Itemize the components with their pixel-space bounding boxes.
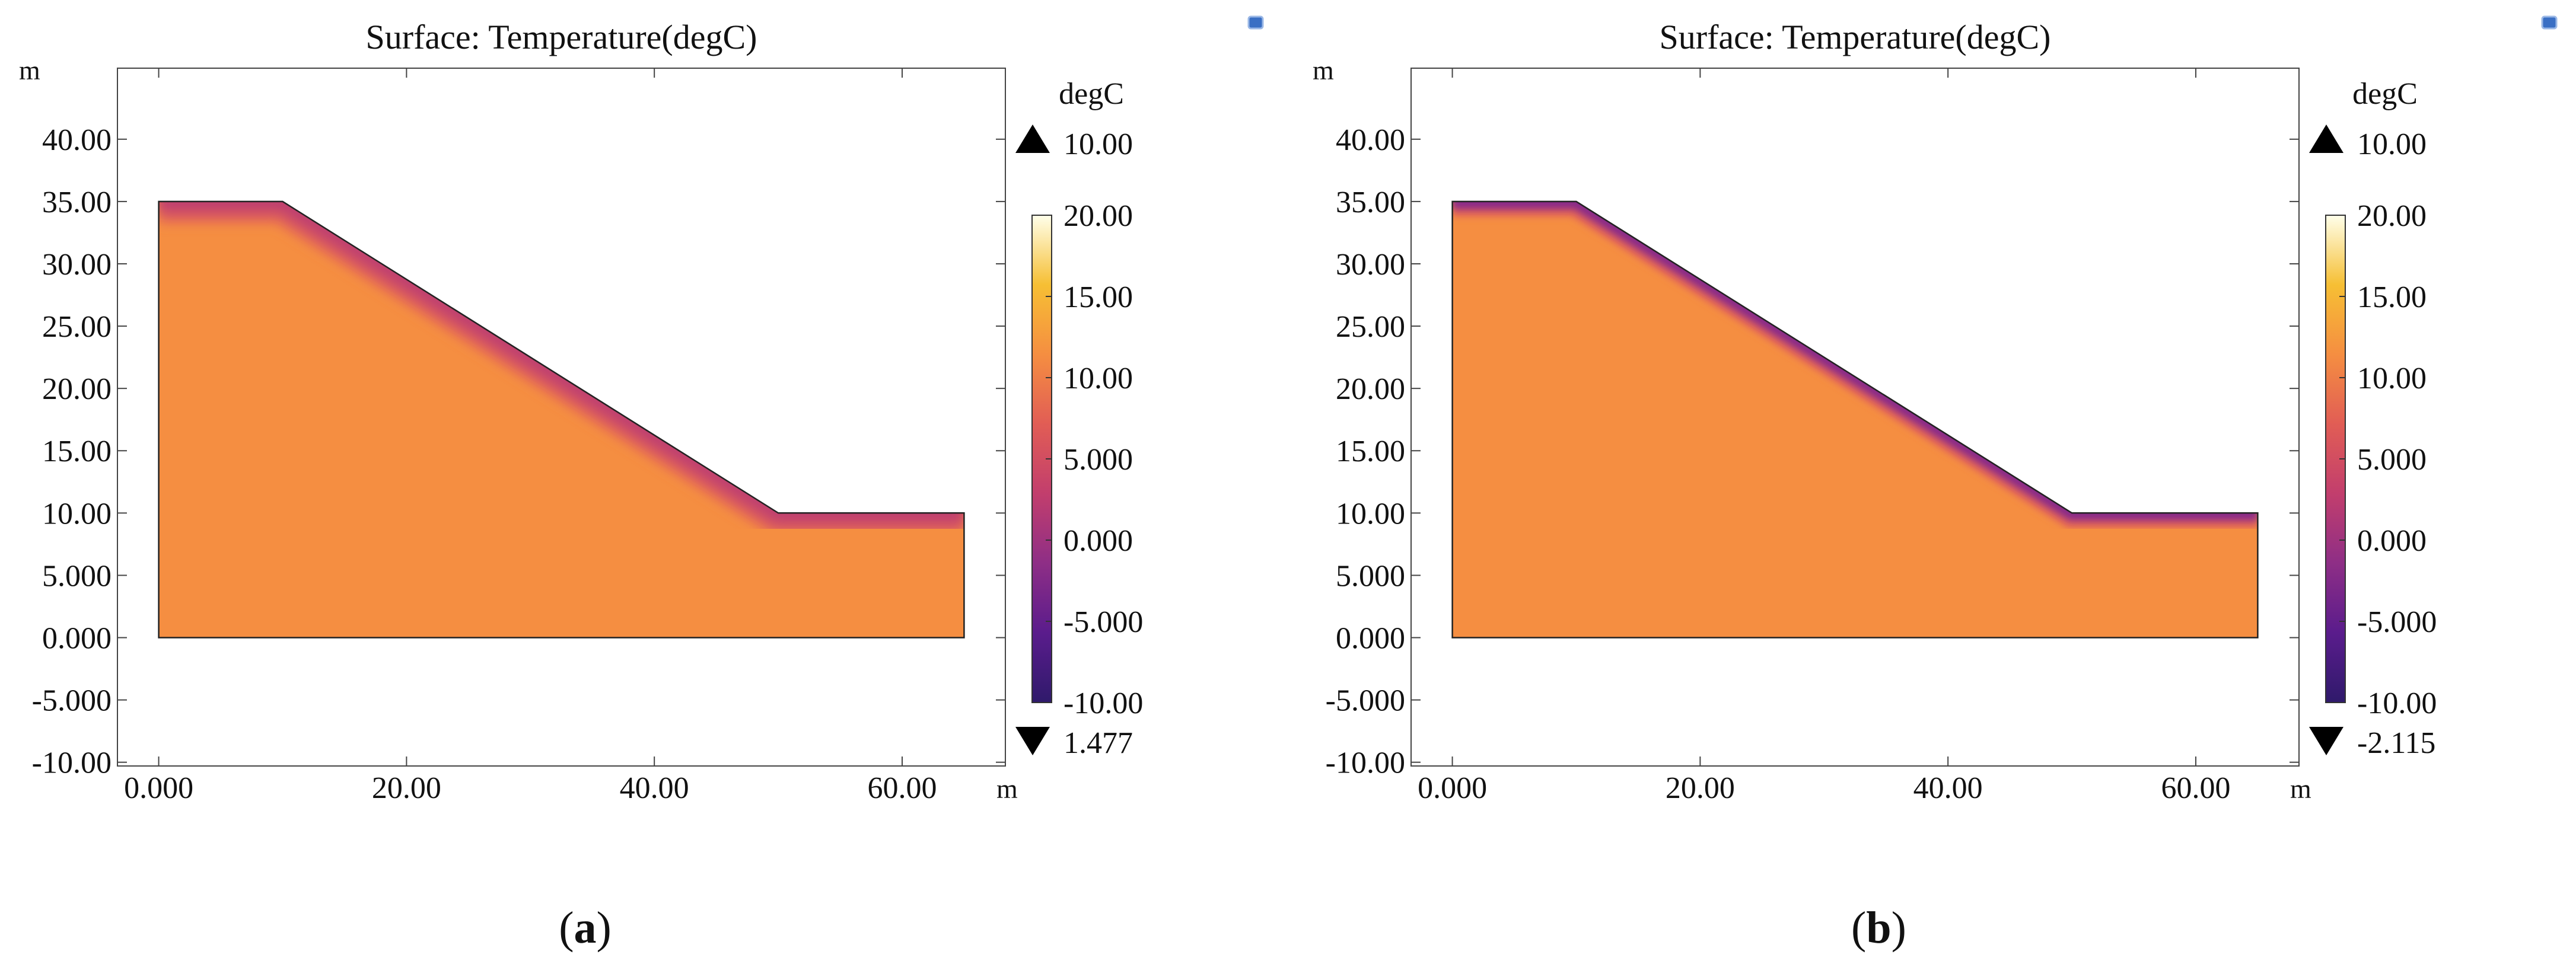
- caption-letter: b: [1866, 903, 1891, 953]
- colorbar-tick-label: -5.000: [2357, 605, 2437, 639]
- plot-title: Surface: Temperature(degC): [1660, 18, 2051, 56]
- y-tick-label: -5.000: [1326, 684, 1405, 718]
- colorbar-tick-label: 10.00: [1063, 362, 1133, 395]
- colorbar-tick-label: 20.00: [1063, 199, 1133, 233]
- min-marker-triangle: [1015, 727, 1050, 755]
- colorbar-tick-label: 0.000: [1063, 524, 1133, 558]
- colorbar-tick-label: 15.00: [1063, 280, 1133, 314]
- y-tick-label: 30.00: [42, 248, 112, 282]
- y-tick-label: 0.000: [1336, 622, 1405, 656]
- temperature-plot-b: Surface: Temperature(degC) 0.000 20.00 40.0…: [1313, 15, 2558, 953]
- y-tick-label: 10.00: [42, 497, 112, 531]
- colorbar-tick-label: 15.00: [2357, 280, 2427, 314]
- colorbar-tick-label: 0.000: [2357, 524, 2427, 558]
- max-marker-label: 10.00: [1063, 127, 1133, 161]
- colorbar-tick-label: -10.00: [2357, 687, 2437, 720]
- y-tick-label: -10.00: [1326, 746, 1405, 780]
- plot-title: Surface: Temperature(degC): [366, 18, 757, 56]
- x-tick-label: 20.00: [372, 771, 441, 805]
- y-tick-label: 5.000: [42, 559, 112, 593]
- y-tick-label: -5.000: [32, 684, 112, 718]
- y-tick-label: 25.00: [42, 310, 112, 344]
- colorbar-tick-label: -5.000: [1063, 605, 1143, 639]
- y-tick-label: -10.00: [32, 746, 112, 780]
- x-tick-label: 0.000: [1418, 771, 1487, 805]
- caption-close-paren: ): [1892, 903, 1906, 953]
- colorbar-unit: degC: [2352, 77, 2418, 111]
- x-axis-unit: m: [2290, 774, 2311, 804]
- caption-close-paren: ): [597, 903, 612, 953]
- caption-letter: a: [574, 903, 597, 953]
- panel-b: Surface: Temperature(degC) 0.000 20.00 40.0…: [1294, 0, 2576, 964]
- panel-a: Surface: Temperature(degC) 0.000 20.00 40.0…: [19, 15, 1264, 953]
- y-axis-unit: m: [1313, 55, 1334, 85]
- y-tick-label: 10.00: [1336, 497, 1405, 531]
- domain-outline: [1451, 200, 2259, 639]
- colorbar-unit: degC: [1059, 77, 1124, 111]
- min-marker-triangle: [2309, 727, 2343, 755]
- min-marker-label: 1.477: [1063, 726, 1133, 760]
- y-tick-label: 20.00: [1336, 372, 1405, 406]
- y-tick-label: 40.00: [42, 123, 112, 157]
- colorbar-tick-label: 10.00: [2357, 362, 2427, 395]
- y-tick-label: 5.000: [1336, 559, 1405, 593]
- y-tick-label: 35.00: [42, 186, 112, 219]
- x-tick-label: 20.00: [1666, 771, 1735, 805]
- interior-temperature-fill: [1452, 201, 2258, 638]
- caption-open-paren: (: [559, 903, 574, 953]
- temperature-field: [158, 201, 964, 638]
- x-tick-label: 40.00: [1913, 771, 1983, 805]
- y-axis-unit: m: [19, 55, 40, 85]
- max-marker-triangle: [1015, 125, 1050, 153]
- y-tick-label: 15.00: [42, 435, 112, 468]
- y-tick-label: 0.000: [42, 622, 112, 656]
- colorbar-tick-label: 20.00: [2357, 199, 2427, 233]
- colorbar-tick-label: -10.00: [1063, 687, 1143, 720]
- caption-open-paren: (: [1851, 903, 1866, 953]
- y-tick-label: 20.00: [42, 372, 112, 406]
- temperature-field: [1452, 201, 2258, 638]
- x-axis-unit: m: [996, 774, 1018, 804]
- y-tick-label: 30.00: [1336, 248, 1405, 282]
- x-tick-label: 40.00: [620, 771, 689, 805]
- interior-temperature-fill: [158, 201, 964, 638]
- domain-outline: [158, 200, 965, 639]
- y-tick-label: 40.00: [1336, 123, 1405, 157]
- colorbar-tick-label: 5.000: [2357, 443, 2427, 477]
- max-marker-triangle: [2309, 125, 2343, 153]
- temperature-plot-a: Surface: Temperature(degC) 0.000 20.00 40.0…: [19, 15, 1264, 953]
- panel-caption: (a): [559, 903, 612, 953]
- x-tick-label: 0.000: [124, 771, 193, 805]
- y-tick-label: 35.00: [1336, 186, 1405, 219]
- plot-frame: [1410, 68, 2300, 767]
- y-tick-label: 15.00: [1336, 435, 1405, 468]
- max-marker-label: 10.00: [2357, 127, 2427, 161]
- corner-window-icon: [1247, 15, 1264, 30]
- colorbar-tick-label: 5.000: [1063, 443, 1133, 477]
- panel-caption: (b): [1851, 903, 1906, 953]
- y-tick-label: 25.00: [1336, 310, 1405, 344]
- min-marker-label: -2.115: [2357, 726, 2435, 760]
- x-tick-label: 60.00: [2161, 771, 2230, 805]
- plot-frame: [117, 68, 1006, 767]
- corner-window-icon: [2541, 15, 2558, 30]
- x-tick-label: 60.00: [867, 771, 937, 805]
